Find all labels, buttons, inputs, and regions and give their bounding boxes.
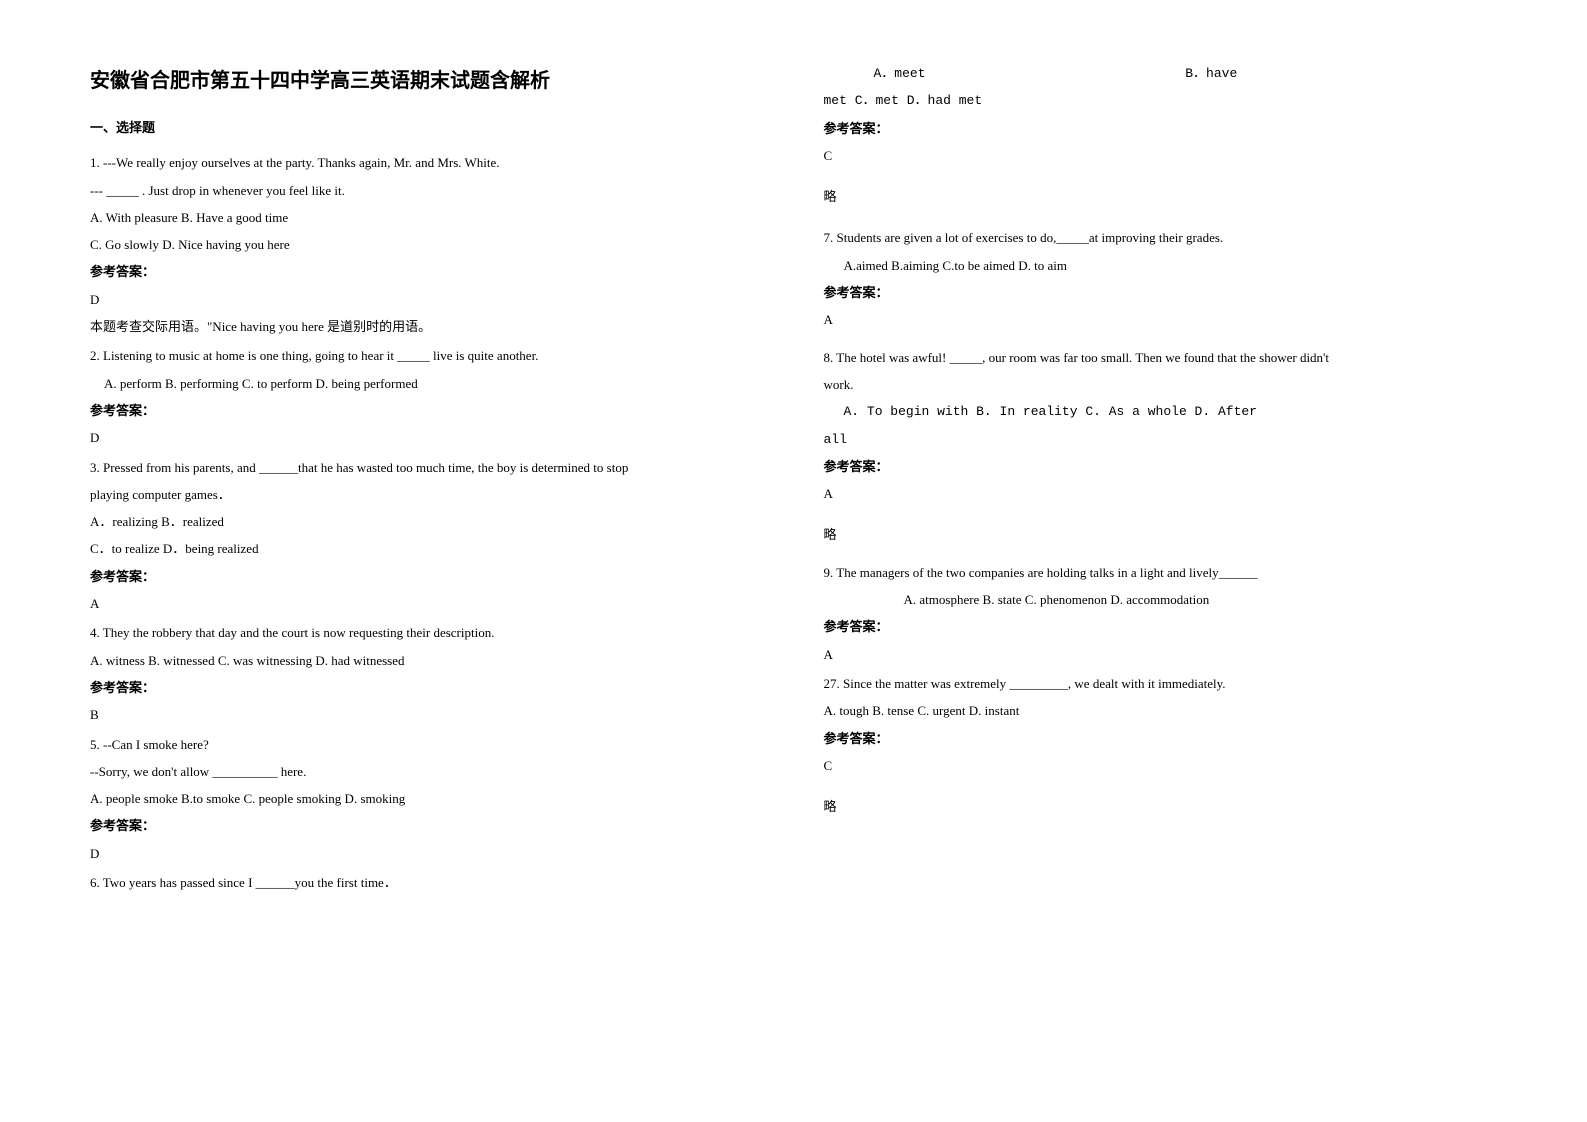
q8-opts: A. To begin with B. In reality C. As a w… [824, 398, 1498, 425]
q8-line2: work. [824, 371, 1498, 398]
q2-answer-label: 参考答案： [90, 397, 764, 424]
question-2: 2. Listening to music at home is one thi… [90, 342, 764, 451]
q8-answer: A [824, 480, 1498, 507]
q5-answer: D [90, 840, 764, 867]
q3-line2: playing computer games． [90, 481, 764, 508]
q7-line1: 7. Students are given a lot of exercises… [824, 224, 1498, 251]
q5-opts: A. people smoke B.to smoke C. people smo… [90, 785, 764, 812]
q27-line1: 27. Since the matter was extremely _____… [824, 670, 1498, 697]
q1-line1: 1. ---We really enjoy ourselves at the p… [90, 149, 764, 176]
q27-answer: C [824, 752, 1498, 779]
q8-answer-label: 参考答案： [824, 453, 1498, 480]
q27-lue: 略 [824, 793, 1498, 820]
document-title: 安徽省合肥市第五十四中学高三英语期末试题含解析 [90, 60, 764, 102]
q27-answer-label: 参考答案： [824, 725, 1498, 752]
q9-answer: A [824, 641, 1498, 668]
section-header: 一、选择题 [90, 114, 764, 141]
question-9: 9. The managers of the two companies are… [824, 559, 1498, 668]
q5-line2: --Sorry, we don't allow __________ here. [90, 758, 764, 785]
q6-line1: 6. Two years has passed since I ______yo… [90, 869, 764, 896]
q9-answer-label: 参考答案： [824, 613, 1498, 640]
q6-opts-row1: A．meet B．have [824, 60, 1498, 87]
question-8: 8. The hotel was awful! _____, our room … [824, 344, 1498, 549]
question-3: 3. Pressed from his parents, and ______t… [90, 454, 764, 618]
q7-answer: A [824, 306, 1498, 333]
question-6-stem: 6. Two years has passed since I ______yo… [90, 869, 764, 896]
question-27: 27. Since the matter was extremely _____… [824, 670, 1498, 820]
question-1: 1. ---We really enjoy ourselves at the p… [90, 149, 764, 340]
q4-line1: 4. They the robbery that day and the cou… [90, 619, 764, 646]
q1-answer: D [90, 286, 764, 313]
left-column: 安徽省合肥市第五十四中学高三英语期末试题含解析 一、选择题 1. ---We r… [90, 60, 764, 896]
q6-answer-label: 参考答案： [824, 115, 1498, 142]
q1-opt-ab: A. With pleasure B. Have a good time [90, 204, 764, 231]
q3-answer-label: 参考答案： [90, 563, 764, 590]
q4-answer: B [90, 701, 764, 728]
q7-answer-label: 参考答案： [824, 279, 1498, 306]
q1-answer-label: 参考答案： [90, 258, 764, 285]
q2-answer: D [90, 424, 764, 451]
q3-opt-ab: A．realizing B．realized [90, 508, 764, 535]
q5-line1: 5. --Can I smoke here? [90, 731, 764, 758]
q5-answer-label: 参考答案： [90, 812, 764, 839]
q2-opts: A. perform B. performing C. to perform D… [104, 370, 764, 397]
q7-opts: A.aimed B.aiming C.to be aimed D. to aim [824, 252, 1498, 279]
q3-answer: A [90, 590, 764, 617]
q9-line1: 9. The managers of the two companies are… [824, 559, 1498, 586]
q6-answer: C [824, 142, 1498, 169]
question-4: 4. They the robbery that day and the cou… [90, 619, 764, 728]
q1-opt-cd: C. Go slowly D. Nice having you here [90, 231, 764, 258]
q1-explain: 本题考查交际用语。"Nice having you here 是道别时的用语。 [90, 313, 764, 340]
q8-opts2: all [824, 426, 1498, 453]
q2-line1: 2. Listening to music at home is one thi… [90, 342, 764, 369]
q1-line2: --- _____ . Just drop in whenever you fe… [90, 177, 764, 204]
question-7: 7. Students are given a lot of exercises… [824, 224, 1498, 333]
q8-line1: 8. The hotel was awful! _____, our room … [824, 344, 1498, 371]
q3-opt-cd: C．to realize D．being realized [90, 535, 764, 562]
q9-opts: A. atmosphere B. state C. phenomenon D. … [824, 586, 1498, 613]
right-column: A．meet B．have met C．met D．had met 参考答案： … [824, 60, 1498, 896]
q6-lue: 略 [824, 183, 1498, 210]
question-5: 5. --Can I smoke here? --Sorry, we don't… [90, 731, 764, 867]
q8-lue: 略 [824, 521, 1498, 548]
q6-opt-b: B．have [1185, 60, 1497, 87]
q6-opts-row2: met C．met D．had met [824, 87, 1498, 114]
q6-opt-a: A．meet [824, 60, 1186, 87]
q3-line1: 3. Pressed from his parents, and ______t… [90, 454, 764, 481]
q4-answer-label: 参考答案： [90, 674, 764, 701]
q4-opts: A. witness B. witnessed C. was witnessin… [90, 647, 764, 674]
q27-opts: A. tough B. tense C. urgent D. instant [824, 697, 1498, 724]
